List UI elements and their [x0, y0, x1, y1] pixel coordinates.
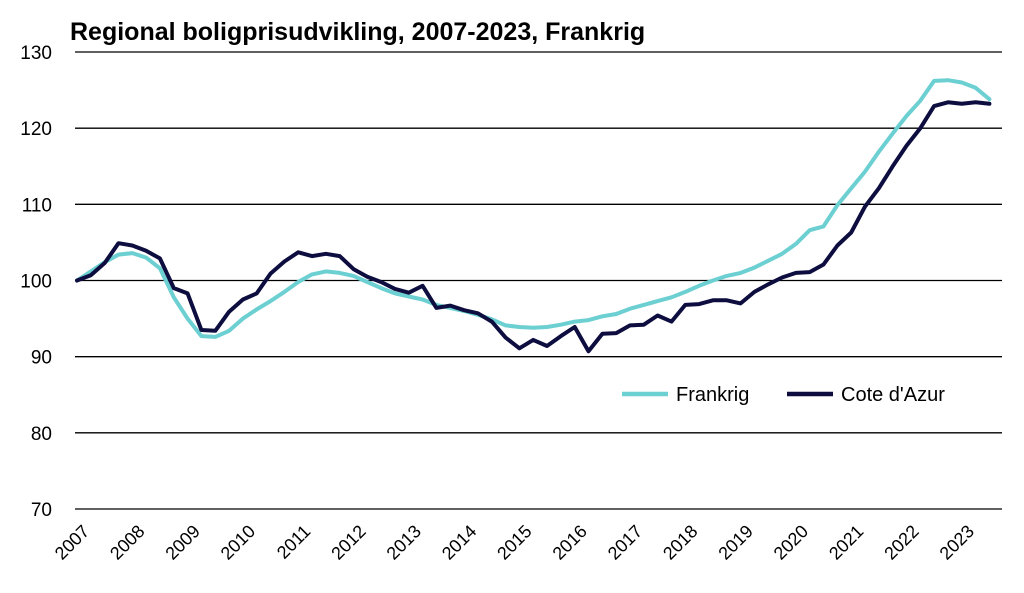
x-tick-label: 2023 — [936, 521, 978, 563]
x-tick-label: 2021 — [825, 521, 867, 563]
y-tick-label: 110 — [22, 195, 52, 216]
y-tick-label: 90 — [31, 348, 52, 369]
x-tick-label: 2011 — [273, 521, 315, 563]
x-tick-label: 2017 — [604, 521, 646, 563]
y-tick-label: 80 — [31, 424, 52, 445]
x-tick-label: 2018 — [659, 521, 701, 563]
y-tick-label: 130 — [20, 43, 52, 64]
y-tick-label: 70 — [31, 500, 52, 521]
legend-label: Frankrig — [676, 384, 749, 406]
x-tick-label: 2007 — [51, 521, 93, 563]
gridlines — [75, 51, 1002, 510]
x-tick-label: 2010 — [217, 521, 259, 563]
x-tick-label: 2015 — [493, 521, 535, 563]
x-axis-ticks: 2007 2008 2009 2010 2011 2012 2013 2014 2015 2016… — [51, 521, 978, 563]
series-lines — [75, 78, 992, 354]
legend: Frankrig Cote d'Azur — [622, 384, 945, 406]
x-tick-label: 2019 — [714, 521, 756, 563]
legend-label: Cote d'Azur — [841, 384, 945, 406]
y-axis-ticks: 70 80 90 100 110 120 130 — [20, 43, 52, 521]
x-tick-label: 2008 — [106, 521, 148, 563]
y-tick-label: 100 — [20, 272, 52, 293]
x-tick-label: 2014 — [438, 521, 480, 563]
series-line-frankrig — [75, 78, 992, 339]
x-tick-label: 2016 — [549, 521, 591, 563]
series-line-cote-d-azur — [75, 100, 992, 354]
x-tick-label: 2009 — [161, 521, 203, 563]
x-tick-label: 2022 — [880, 521, 922, 563]
x-tick-label: 2013 — [383, 521, 425, 563]
x-tick-label: 2020 — [770, 521, 812, 563]
y-tick-label: 120 — [20, 119, 52, 140]
chart-title: Regional boligprisudvikling, 2007-2023, … — [70, 18, 645, 46]
x-tick-label: 2012 — [327, 521, 369, 563]
